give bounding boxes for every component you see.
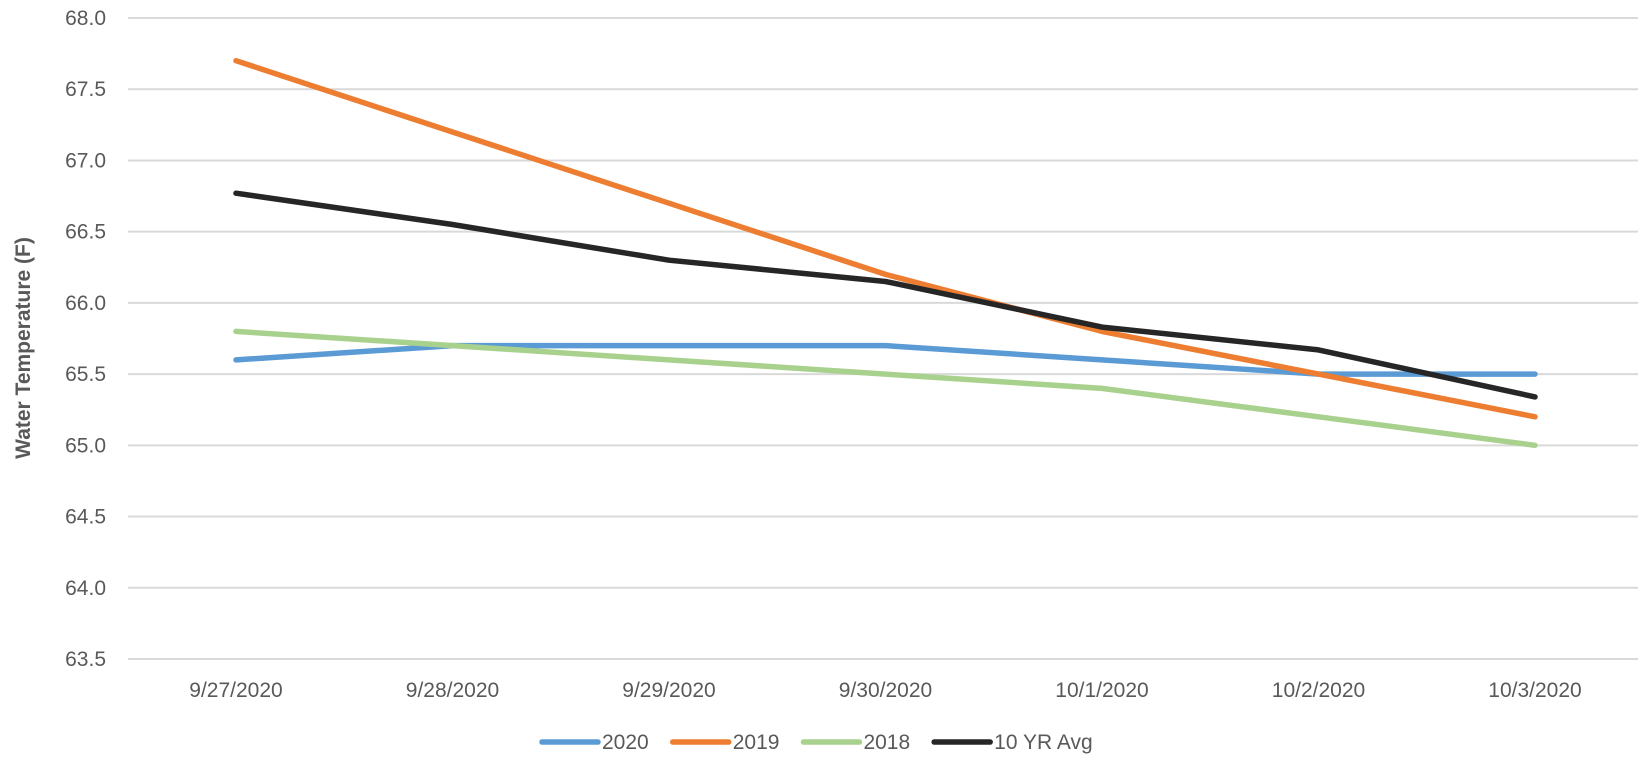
x-axis-tick-labels: 9/27/2020 9/28/2020 9/29/2020 9/30/2020 10/1… [189, 679, 1581, 702]
series-line-2019 [233, 57, 1538, 420]
legend-item: 10 YR Avg [931, 731, 1093, 754]
legend: 2020 2019 2018 10 YR Avg [539, 731, 1093, 754]
y-tick-label: 64.5 [65, 506, 106, 529]
x-tick-label: 10/2/2020 [1272, 679, 1365, 702]
legend-item: 2019 [669, 731, 780, 754]
y-axis-title: Water Temperature (F) [12, 237, 35, 459]
series-line-2020 [233, 342, 1538, 377]
x-tick-label: 10/3/2020 [1488, 679, 1581, 702]
x-tick-label: 9/27/2020 [189, 679, 282, 702]
x-tick-label: 9/30/2020 [839, 679, 932, 702]
y-tick-label: 68.0 [65, 7, 106, 30]
y-tick-label: 63.5 [65, 648, 106, 671]
series-line-10-yr-avg [233, 190, 1538, 400]
legend-label: 2020 [602, 731, 649, 754]
legend-label: 10 YR Avg [994, 731, 1092, 754]
legend-label: 2019 [733, 731, 780, 754]
x-tick-label: 10/1/2020 [1055, 679, 1148, 702]
x-tick-label: 9/28/2020 [406, 679, 499, 702]
y-tick-label: 66.0 [65, 292, 106, 315]
y-tick-label: 67.0 [65, 149, 106, 172]
y-tick-label: 66.5 [65, 221, 106, 244]
y-tick-label: 65.5 [65, 363, 106, 386]
legend-item: 2020 [539, 731, 649, 754]
y-tick-label: 64.0 [65, 577, 106, 600]
y-axis-tick-labels: 63.5 64.0 64.5 65.0 65.5 66.0 66.5 67.0 67.5 68.0 [65, 7, 106, 671]
y-tick-label: 67.5 [65, 78, 106, 101]
legend-label: 2018 [863, 731, 910, 754]
series-line-2018 [233, 328, 1538, 449]
series-lines [233, 57, 1538, 449]
y-tick-label: 65.0 [65, 434, 106, 457]
x-tick-label: 9/29/2020 [622, 679, 715, 702]
legend-item: 2018 [800, 731, 910, 754]
